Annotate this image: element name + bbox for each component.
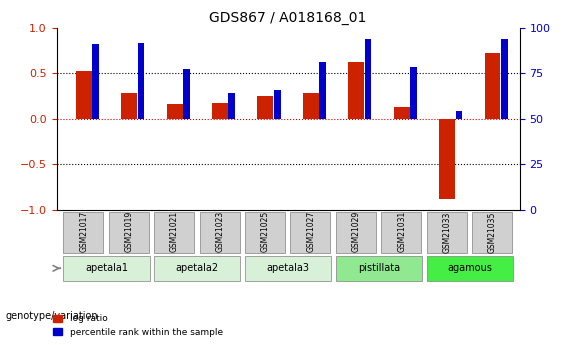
Text: apetala2: apetala2 [176, 263, 219, 273]
Bar [92, 44, 99, 119]
FancyBboxPatch shape [154, 212, 194, 253]
FancyBboxPatch shape [108, 212, 149, 253]
Text: genotype/variation: genotype/variation [6, 311, 98, 321]
Text: pistillata: pistillata [358, 263, 400, 273]
Bar [303, 93, 319, 119]
Bar [319, 62, 326, 119]
Text: GSM21029: GSM21029 [352, 211, 361, 253]
FancyBboxPatch shape [290, 212, 331, 253]
Bar [228, 93, 235, 119]
FancyBboxPatch shape [381, 212, 421, 253]
Bar [258, 96, 273, 119]
FancyBboxPatch shape [199, 212, 240, 253]
FancyBboxPatch shape [63, 212, 103, 253]
Bar [439, 119, 455, 199]
Text: apetala1: apetala1 [85, 263, 128, 273]
Bar [274, 90, 281, 119]
Text: GSM21031: GSM21031 [397, 211, 406, 253]
Title: GDS867 / A018168_01: GDS867 / A018168_01 [210, 11, 367, 25]
Text: agamous: agamous [447, 263, 492, 273]
FancyBboxPatch shape [336, 212, 376, 253]
Bar [76, 71, 92, 119]
Text: GSM21023: GSM21023 [215, 211, 224, 253]
Text: GSM21025: GSM21025 [261, 211, 270, 253]
Bar [167, 104, 182, 119]
Text: GSM21019: GSM21019 [125, 211, 134, 253]
Text: GSM21035: GSM21035 [488, 211, 497, 253]
Legend: log ratio, percentile rank within the sample: log ratio, percentile rank within the sa… [50, 311, 227, 341]
Bar [349, 62, 364, 119]
FancyBboxPatch shape [427, 256, 513, 282]
Bar [485, 53, 501, 119]
Bar [138, 43, 145, 119]
Bar [394, 107, 410, 119]
FancyBboxPatch shape [245, 256, 331, 282]
Bar [410, 67, 417, 119]
Bar [121, 93, 137, 119]
Text: GSM21027: GSM21027 [306, 211, 315, 253]
FancyBboxPatch shape [245, 212, 285, 253]
Bar [455, 111, 462, 119]
Bar [364, 39, 372, 119]
Text: GSM21033: GSM21033 [442, 211, 451, 253]
Bar [212, 103, 228, 119]
FancyBboxPatch shape [63, 256, 150, 282]
FancyBboxPatch shape [472, 212, 512, 253]
FancyBboxPatch shape [154, 256, 241, 282]
FancyBboxPatch shape [336, 256, 422, 282]
Bar [183, 69, 190, 119]
Bar [501, 39, 508, 119]
Text: apetala3: apetala3 [267, 263, 310, 273]
Text: GSM21017: GSM21017 [79, 211, 88, 253]
Text: GSM21021: GSM21021 [170, 211, 179, 253]
FancyBboxPatch shape [427, 212, 467, 253]
